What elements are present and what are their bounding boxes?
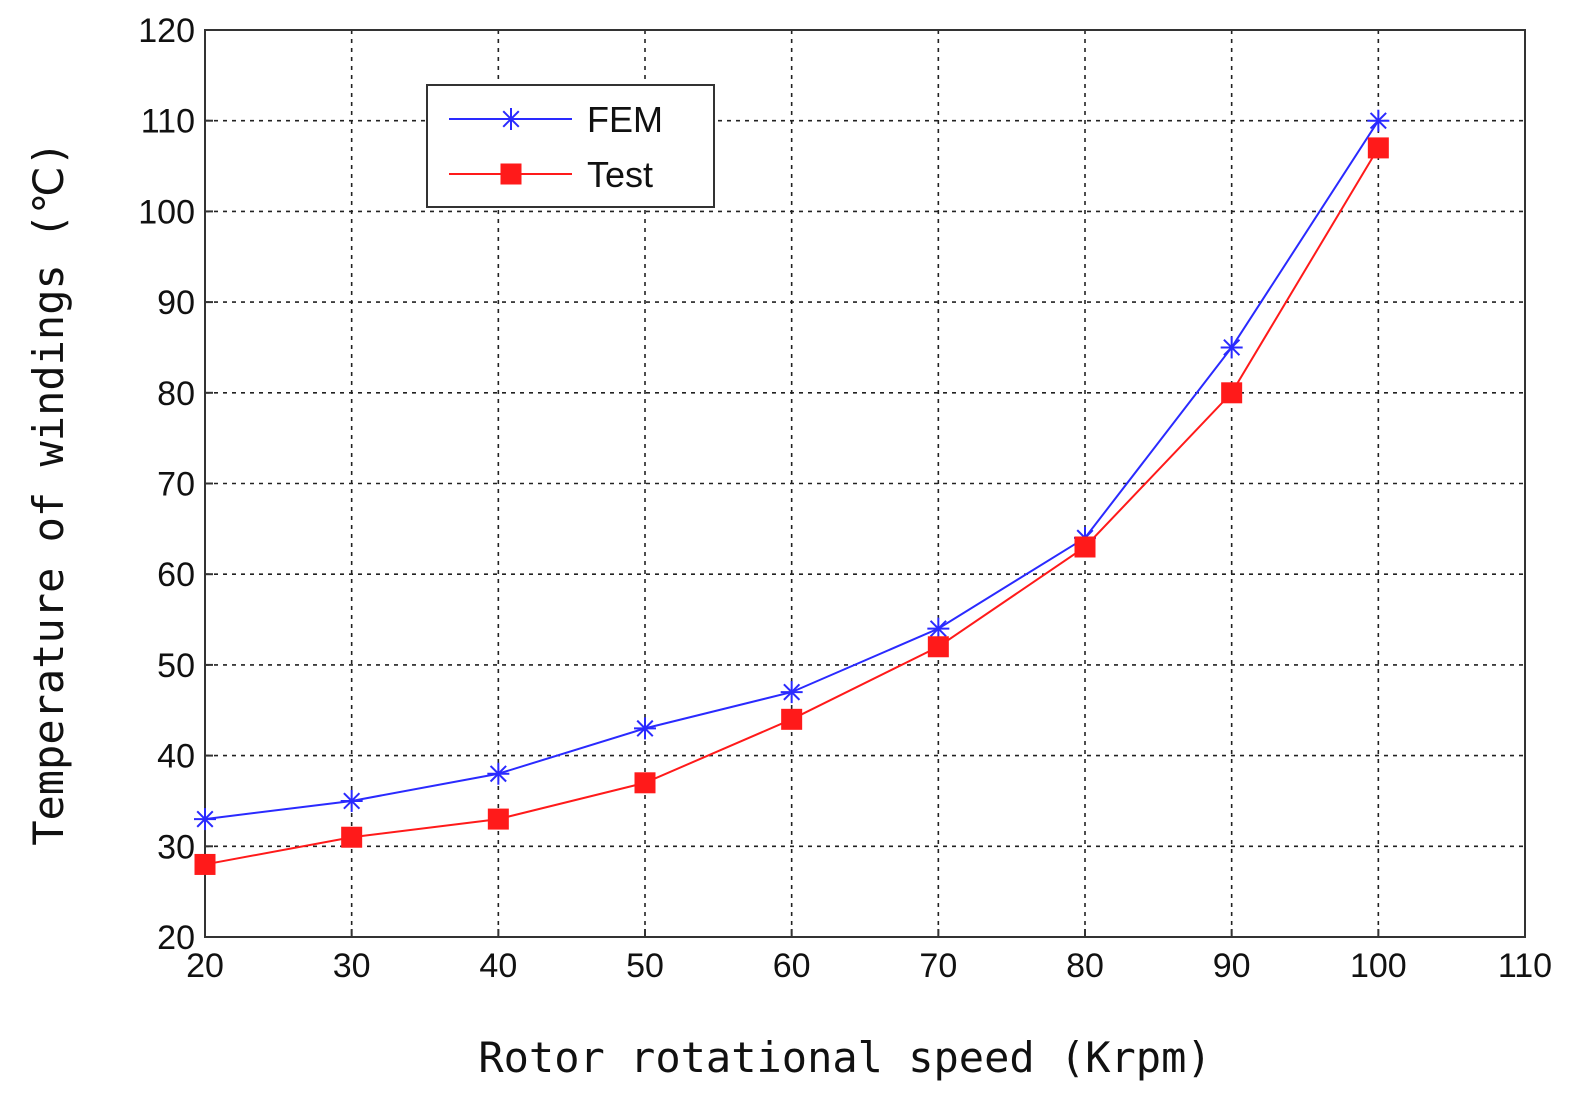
data-point	[487, 808, 509, 830]
y-tick-label: 120	[138, 12, 195, 50]
data-point	[1367, 109, 1390, 132]
data-point	[1221, 382, 1243, 404]
x-tick-label: 110	[1498, 947, 1552, 985]
x-tick-label: 80	[1066, 947, 1104, 985]
data-point	[340, 789, 363, 812]
y-axis-label: Temperature of windings (℃)	[24, 141, 73, 846]
data-point	[927, 636, 949, 658]
x-tick-label: 40	[479, 947, 517, 985]
y-tick-label: 80	[157, 375, 195, 413]
y-tick-label: 100	[138, 193, 195, 231]
data-point	[1074, 536, 1096, 558]
y-tick-label: 40	[157, 738, 195, 776]
y-tick-label: 70	[157, 466, 195, 504]
legend-marker	[500, 108, 522, 130]
grid	[205, 30, 1525, 937]
x-tick-label: 50	[626, 947, 664, 985]
legend-item-fem: FEM	[449, 99, 663, 140]
data-point	[927, 617, 950, 640]
series	[194, 109, 1390, 875]
data-point	[1367, 137, 1389, 159]
series-test	[194, 137, 1389, 875]
x-tick-label: 100	[1350, 947, 1407, 985]
y-tick-label: 30	[157, 828, 195, 866]
x-tick-label: 30	[333, 947, 371, 985]
y-tick-label: 20	[157, 919, 195, 957]
legend-label: FEM	[587, 99, 663, 140]
tick-labels: 20 30 40 50 60 70 80 90 100 110 20 30 40 50 60 70 80 90 10…	[138, 12, 1552, 985]
legend-item-test: Test	[449, 154, 653, 195]
data-point	[194, 853, 216, 875]
data-point	[781, 708, 803, 730]
data-point	[341, 826, 363, 848]
legend-marker	[500, 163, 522, 185]
data-point	[634, 717, 656, 740]
data-point	[194, 808, 216, 831]
x-tick-label: 60	[773, 947, 811, 985]
y-tick-label: 50	[157, 647, 195, 685]
data-point	[1220, 336, 1243, 359]
legend-box	[426, 84, 715, 208]
x-tick-label: 20	[186, 947, 224, 985]
legend: FEM Test	[426, 84, 715, 208]
y-tick-label: 110	[141, 103, 195, 141]
x-axis-label: Rotor rotational speed (Krpm)	[478, 1033, 1211, 1082]
y-tick-label: 60	[157, 556, 195, 594]
legend-label: Test	[587, 154, 653, 195]
x-tick-label: 70	[919, 947, 957, 985]
y-tick-label: 90	[157, 284, 195, 322]
data-point	[487, 762, 510, 785]
data-point	[780, 681, 803, 704]
x-tick-label: 90	[1213, 947, 1251, 985]
data-point	[634, 772, 656, 794]
